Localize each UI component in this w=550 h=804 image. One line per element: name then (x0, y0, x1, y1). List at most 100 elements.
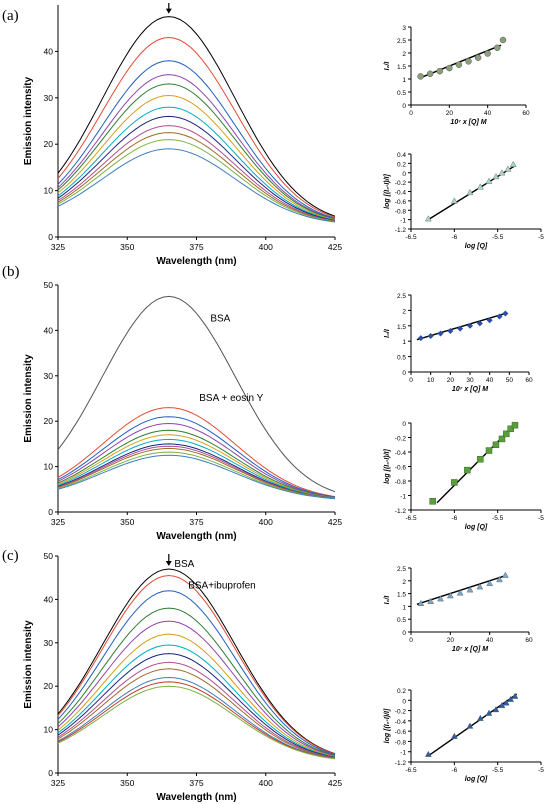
x-tick-label: 350 (120, 242, 134, 252)
x-tick-label: -5.5 (492, 515, 504, 522)
data-point (436, 67, 443, 75)
data-point (502, 571, 509, 578)
data-point (511, 421, 519, 429)
y-tick-label: -0.2 (395, 180, 407, 187)
curve-annotation: BSA+ibuprofen (188, 581, 256, 592)
data-point (499, 36, 507, 44)
spectrum-curve (57, 148, 336, 223)
spectrum-curve (57, 590, 336, 756)
spectrum-curve (57, 407, 336, 498)
panel-label-c: (c) (2, 548, 19, 564)
y-tick-label: 10 (44, 462, 54, 472)
y-tick-label: -1 (400, 494, 406, 501)
data-point (507, 425, 514, 433)
y-axis-title: I₀/I (384, 328, 391, 338)
spectrum-curve (57, 83, 336, 220)
y-tick-label: -0.8 (395, 208, 407, 215)
x-tick-label: 30 (466, 377, 474, 384)
y-tick-label: 0 (402, 421, 406, 428)
y-tick-label: 0.5 (397, 617, 406, 624)
x-tick-label: 10 (427, 377, 435, 384)
x-tick-label: 350 (120, 778, 134, 788)
chart-b-inset-1: 0 10 20 30 40 50 60 0 0.5 1 1.5 2 2.5 10⁷ x [Q] M I₀/I (384, 293, 533, 393)
spectrum-curve (57, 574, 336, 755)
y-tick-label: 2.5 (397, 293, 406, 300)
y-axis-title: log [(I₀-I)/I] (384, 174, 391, 209)
y-tick-label: 20 (44, 681, 54, 691)
chart-a-inset-1: 0 20 40 60 0 0.5 1 1.5 2 2.5 3 10⁷ x [Q] M I₀/I (384, 25, 530, 126)
data-point (466, 189, 474, 196)
spectrum-curve (57, 94, 336, 221)
spectrum-curve (57, 653, 336, 758)
y-tick-label: 0.5 (397, 355, 406, 362)
x-tick-label: -6 (451, 234, 457, 241)
x-axis-title: 10⁷ x [Q] M (452, 646, 488, 653)
spectrum-curve (57, 633, 336, 757)
fit-line (427, 693, 518, 757)
x-tick-label: -6.5 (405, 234, 417, 241)
spectrum-curve (57, 106, 336, 221)
chart-b-main: 325 350 375 400 425 0 10 20 30 40 50 Wavelength (nm… (23, 280, 342, 542)
x-tick-label: 0 (409, 637, 413, 644)
chart-a-inset-2: -6.5 -6 -5.5 -5 -1.2 -1 -0.8 -0.6 -0.4 -0.2 0 0.2 0.… (384, 152, 544, 250)
data-point (437, 595, 444, 602)
data-point (451, 479, 458, 486)
x-axis-title: log [Q] (465, 524, 488, 531)
data-point (466, 722, 474, 729)
x-axis-title: Wavelength (nm) (156, 256, 236, 267)
data-point (427, 597, 435, 604)
y-tick-label: -0.4 (395, 450, 407, 457)
spectrum-curve (57, 295, 336, 493)
data-point (465, 58, 472, 65)
x-tick-label: 325 (51, 778, 65, 788)
spectrum-curve (57, 644, 336, 758)
y-tick-label: 40 (44, 594, 54, 604)
y-tick-label: 2.5 (397, 566, 406, 573)
curve-annotation: BSA (210, 313, 230, 324)
data-point (466, 586, 474, 593)
data-point (446, 592, 454, 599)
data-point (502, 699, 510, 706)
x-tick-label: 425 (328, 778, 342, 788)
data-point (437, 330, 444, 337)
x-tick-label: 60 (522, 110, 530, 117)
x-tick-label: 60 (525, 377, 533, 384)
data-point (450, 732, 458, 739)
data-point (486, 579, 494, 586)
data-point (503, 430, 510, 438)
y-tick-label: 0 (402, 103, 406, 110)
y-tick-label: -0.6 (395, 199, 407, 206)
data-point (485, 177, 493, 184)
y-tick-label: 50 (44, 280, 54, 290)
data-point (417, 599, 425, 606)
data-point (477, 456, 484, 463)
spectrum-curve (57, 676, 336, 759)
data-point (447, 328, 454, 335)
y-tick-label: -1 (400, 750, 406, 757)
x-axis-title: 10⁷ x [Q] M (452, 386, 488, 393)
spectrum-curve (57, 438, 336, 499)
y-axis-title: I₀/I (384, 61, 391, 71)
x-tick-label: 50 (506, 377, 514, 384)
y-tick-label: 20 (44, 139, 54, 149)
data-point (485, 709, 493, 716)
y-axis-title: log [(I₀-I)/I] (384, 708, 391, 743)
y-tick-label: 30 (44, 371, 54, 381)
y-tick-label: -0.2 (395, 436, 407, 443)
data-point (492, 706, 500, 713)
x-tick-label: 20 (446, 110, 454, 117)
data-point (450, 197, 458, 204)
y-tick-label: 0.2 (397, 688, 406, 695)
x-tick-label: -5.5 (492, 767, 504, 774)
y-tick-label: 1.5 (397, 64, 406, 71)
spectrum-curve (57, 607, 336, 756)
y-tick-label: 20 (44, 416, 54, 426)
y-tick-label: 10 (44, 186, 54, 196)
x-tick-label: 375 (189, 242, 203, 252)
data-point (457, 325, 464, 332)
y-tick-label: -0.2 (395, 709, 407, 716)
panel-label-a: (a) (2, 8, 19, 24)
x-tick-label: 20 (447, 637, 455, 644)
spectrum-curve (57, 454, 336, 500)
y-tick-label: -1.2 (395, 227, 407, 234)
